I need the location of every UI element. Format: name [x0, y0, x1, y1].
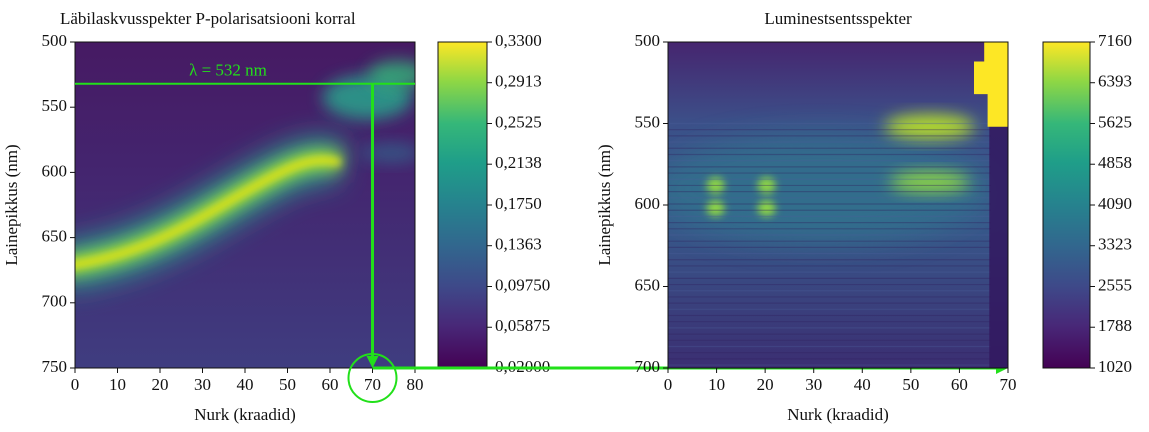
- colorbar-tick-label: 0,3300: [495, 31, 542, 50]
- y-tick-label: 700: [635, 357, 661, 376]
- colorbar-tick-label: 0,2913: [495, 72, 542, 91]
- colorbar-tick-label: 3323: [1098, 235, 1132, 254]
- y-tick-label: 700: [42, 292, 68, 311]
- y-tick-label: 550: [635, 112, 661, 131]
- heatmap: [668, 42, 1008, 368]
- x-tick-label: 0: [71, 375, 80, 394]
- heatmap-edge: [989, 113, 1008, 368]
- colorbar-tick-label: 0,1750: [495, 194, 542, 213]
- colorbar-tick-label: 6393: [1098, 72, 1132, 91]
- colorbar-tick-label: 1788: [1098, 316, 1132, 335]
- chart-title: Läbilaskvusspekter P-polarisatsiooni kor…: [60, 9, 356, 28]
- y-tick-label: 650: [42, 227, 68, 246]
- x-tick-label: 30: [805, 375, 822, 394]
- heatmap-spot: [757, 177, 776, 194]
- x-tick-label: 70: [1000, 375, 1017, 394]
- annotation: λ = 532 nm: [189, 61, 267, 80]
- colorbar-tick-label: 7160: [1098, 31, 1132, 50]
- heatmap-spot: [706, 177, 725, 194]
- x-tick-label: 50: [902, 375, 919, 394]
- heatmap-band: [75, 156, 342, 269]
- colorbar-tick-label: 1020: [1098, 357, 1132, 376]
- y-tick-label: 650: [635, 275, 661, 294]
- y-axis-label: Lainepikkus (nm): [2, 144, 21, 265]
- x-tick-label: 20: [152, 375, 169, 394]
- y-tick-label: 500: [635, 31, 661, 50]
- colorbar-tick-label: 0,2525: [495, 112, 542, 131]
- colorbar-tick-label: 0,02000: [495, 357, 550, 376]
- y-tick-label: 750: [42, 357, 68, 376]
- colorbar-tick-label: 0,09750: [495, 275, 550, 294]
- heatmap-spot: [757, 200, 776, 217]
- heatmap-saturated: [974, 42, 1008, 127]
- x-tick-label: 70: [364, 375, 381, 394]
- heatmap-glow: [668, 133, 991, 244]
- x-axis-label: Nurk (kraadid): [194, 405, 296, 424]
- heatmap-spot: [706, 200, 725, 217]
- y-tick-label: 600: [635, 194, 661, 213]
- heatmap-glow: [361, 142, 415, 163]
- x-tick-label: 60: [322, 375, 339, 394]
- chart-title: Luminestsentsspekter: [764, 9, 912, 28]
- y-tick-label: 550: [42, 96, 68, 115]
- heatmap-spot: [884, 114, 975, 139]
- tick-highlight: [347, 353, 398, 403]
- x-tick-label: 40: [854, 375, 871, 394]
- x-tick-label: 40: [237, 375, 254, 394]
- x-tick-label: 80: [407, 375, 424, 394]
- arrow-head: [366, 356, 379, 368]
- colorbar: [1042, 41, 1091, 369]
- colorbar-tick-label: 4090: [1098, 194, 1132, 213]
- y-tick-label: 600: [42, 161, 68, 180]
- x-tick-label: 50: [279, 375, 296, 394]
- x-tick-label: 60: [951, 375, 968, 394]
- colorbar-tick-label: 0,2138: [495, 153, 542, 172]
- y-axis-label: Lainepikkus (nm): [595, 144, 614, 265]
- y-tick-label: 500: [42, 31, 68, 50]
- x-tick-label: 30: [194, 375, 211, 394]
- colorbar-tick-label: 5625: [1098, 112, 1132, 131]
- x-axis-label: Nurk (kraadid): [787, 405, 889, 424]
- x-tick-label: 10: [109, 375, 126, 394]
- heatmap-glow: [368, 60, 415, 89]
- colorbar-tick-label: 2555: [1098, 275, 1132, 294]
- heatmap: [75, 42, 415, 368]
- x-tick-label: 0: [664, 375, 673, 394]
- x-tick-label: 20: [757, 375, 774, 394]
- x-tick-label: 10: [708, 375, 725, 394]
- colorbar: [437, 41, 488, 369]
- heatmap-spot: [889, 172, 970, 193]
- colorbar-tick-label: 0,1363: [495, 235, 542, 254]
- colorbar-tick-label: 4858: [1098, 153, 1132, 172]
- colorbar-tick-label: 0,05875: [495, 316, 550, 335]
